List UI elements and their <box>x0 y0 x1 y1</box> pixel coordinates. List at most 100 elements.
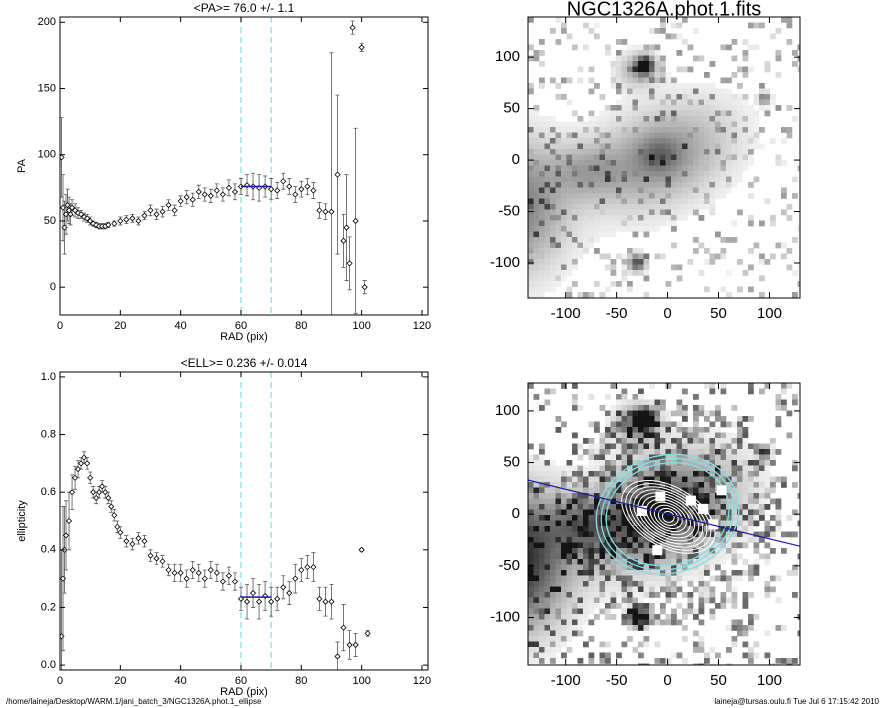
image-pixel <box>561 526 567 532</box>
image-pixel <box>748 564 754 571</box>
image-pixel <box>588 575 595 582</box>
image-pixel <box>588 652 595 659</box>
image-pixel <box>704 493 710 499</box>
image-pixel <box>533 105 540 111</box>
image-pixel <box>654 410 661 417</box>
image-pixel <box>775 663 782 665</box>
image-pixel <box>555 581 562 587</box>
image-pixel <box>676 105 683 111</box>
image-pixel <box>588 77 595 84</box>
image-pixel <box>698 443 705 450</box>
image-pixel <box>671 586 677 593</box>
image-pixel <box>599 121 606 128</box>
image-pixel <box>698 110 705 117</box>
image-pixel <box>726 270 732 276</box>
y-tick-label: 100 <box>38 149 56 161</box>
image-pixel <box>748 592 754 598</box>
image-pixel <box>654 432 661 439</box>
image-pixel <box>594 121 600 128</box>
image-pixel <box>797 66 800 73</box>
image-pixel <box>687 548 694 554</box>
image-pixel <box>682 482 688 488</box>
image-pixel <box>616 116 622 122</box>
image-pixel <box>649 110 655 117</box>
image-pixel <box>649 165 655 172</box>
image-pixel <box>632 625 639 631</box>
image-pixel <box>561 608 567 615</box>
image-pixel <box>616 454 622 461</box>
image-pixel <box>528 116 534 122</box>
image-pixel <box>775 421 782 428</box>
image-pixel <box>627 55 633 62</box>
x-tick-label: 100 <box>352 320 370 332</box>
image-pixel <box>583 226 589 232</box>
image-pixel <box>566 292 573 298</box>
image-pixel <box>715 548 721 554</box>
image-pixel <box>610 614 617 620</box>
image-pixel <box>572 127 578 133</box>
image-pixel <box>616 165 622 172</box>
image-pixel <box>610 432 617 439</box>
image-pixel <box>605 493 611 499</box>
image-pixel <box>715 193 721 199</box>
image-pixel <box>610 116 617 122</box>
image-pixel <box>610 171 617 177</box>
image-pixel <box>649 83 655 89</box>
image-pixel <box>577 564 584 571</box>
image-pixel <box>588 110 595 117</box>
data-point <box>274 595 281 602</box>
image-pixel <box>577 476 584 483</box>
image-pixel <box>610 138 617 144</box>
image-pixel <box>583 187 589 194</box>
image-pixel <box>588 187 595 194</box>
image-pixel <box>676 22 683 29</box>
image-pixel <box>605 264 611 271</box>
image-pixel <box>605 286 611 293</box>
image-pixel <box>572 165 578 172</box>
image-pixel <box>704 99 710 106</box>
image-pixel <box>555 275 562 282</box>
image-pixel <box>654 209 661 216</box>
image-pixel <box>764 94 771 100</box>
image-pixel <box>610 176 617 183</box>
x-tick-label: 40 <box>175 320 187 332</box>
image-pixel <box>627 465 633 472</box>
image-pixel <box>610 454 617 461</box>
image-pixel <box>627 493 633 499</box>
image-pixel <box>649 586 655 593</box>
image-pixel <box>726 663 732 665</box>
image-pixel <box>616 110 622 117</box>
image-pixel <box>786 22 793 29</box>
data-point <box>129 540 136 548</box>
image-pixel <box>544 537 551 543</box>
image-pixel <box>550 614 556 620</box>
image-pixel <box>676 438 683 444</box>
image-pixel <box>588 193 595 199</box>
x-tick-label: 120 <box>413 675 431 687</box>
image-pixel <box>533 515 540 521</box>
data-point <box>243 598 251 605</box>
image-pixel <box>533 614 540 620</box>
image-pixel <box>610 592 617 598</box>
image <box>528 17 800 298</box>
contour <box>629 486 708 548</box>
image-pixel <box>649 55 655 62</box>
image-pixel <box>709 182 716 188</box>
image-pixel <box>632 416 639 422</box>
image-pixel <box>715 498 721 505</box>
image-pixel <box>660 160 666 166</box>
image-pixel <box>654 421 661 428</box>
image-pixel <box>676 537 683 543</box>
image-pixel <box>583 143 589 150</box>
data-point <box>298 566 305 574</box>
image-pixel <box>726 138 732 144</box>
image-pixel <box>632 531 639 538</box>
image-pixel <box>726 542 732 549</box>
image-pixel <box>627 176 633 183</box>
image-pixel <box>561 209 567 216</box>
image-pixel <box>566 476 573 483</box>
image-pixel <box>599 509 606 516</box>
image-pixel <box>577 465 584 472</box>
image-pixel <box>660 215 666 221</box>
image-pixel <box>594 182 600 188</box>
